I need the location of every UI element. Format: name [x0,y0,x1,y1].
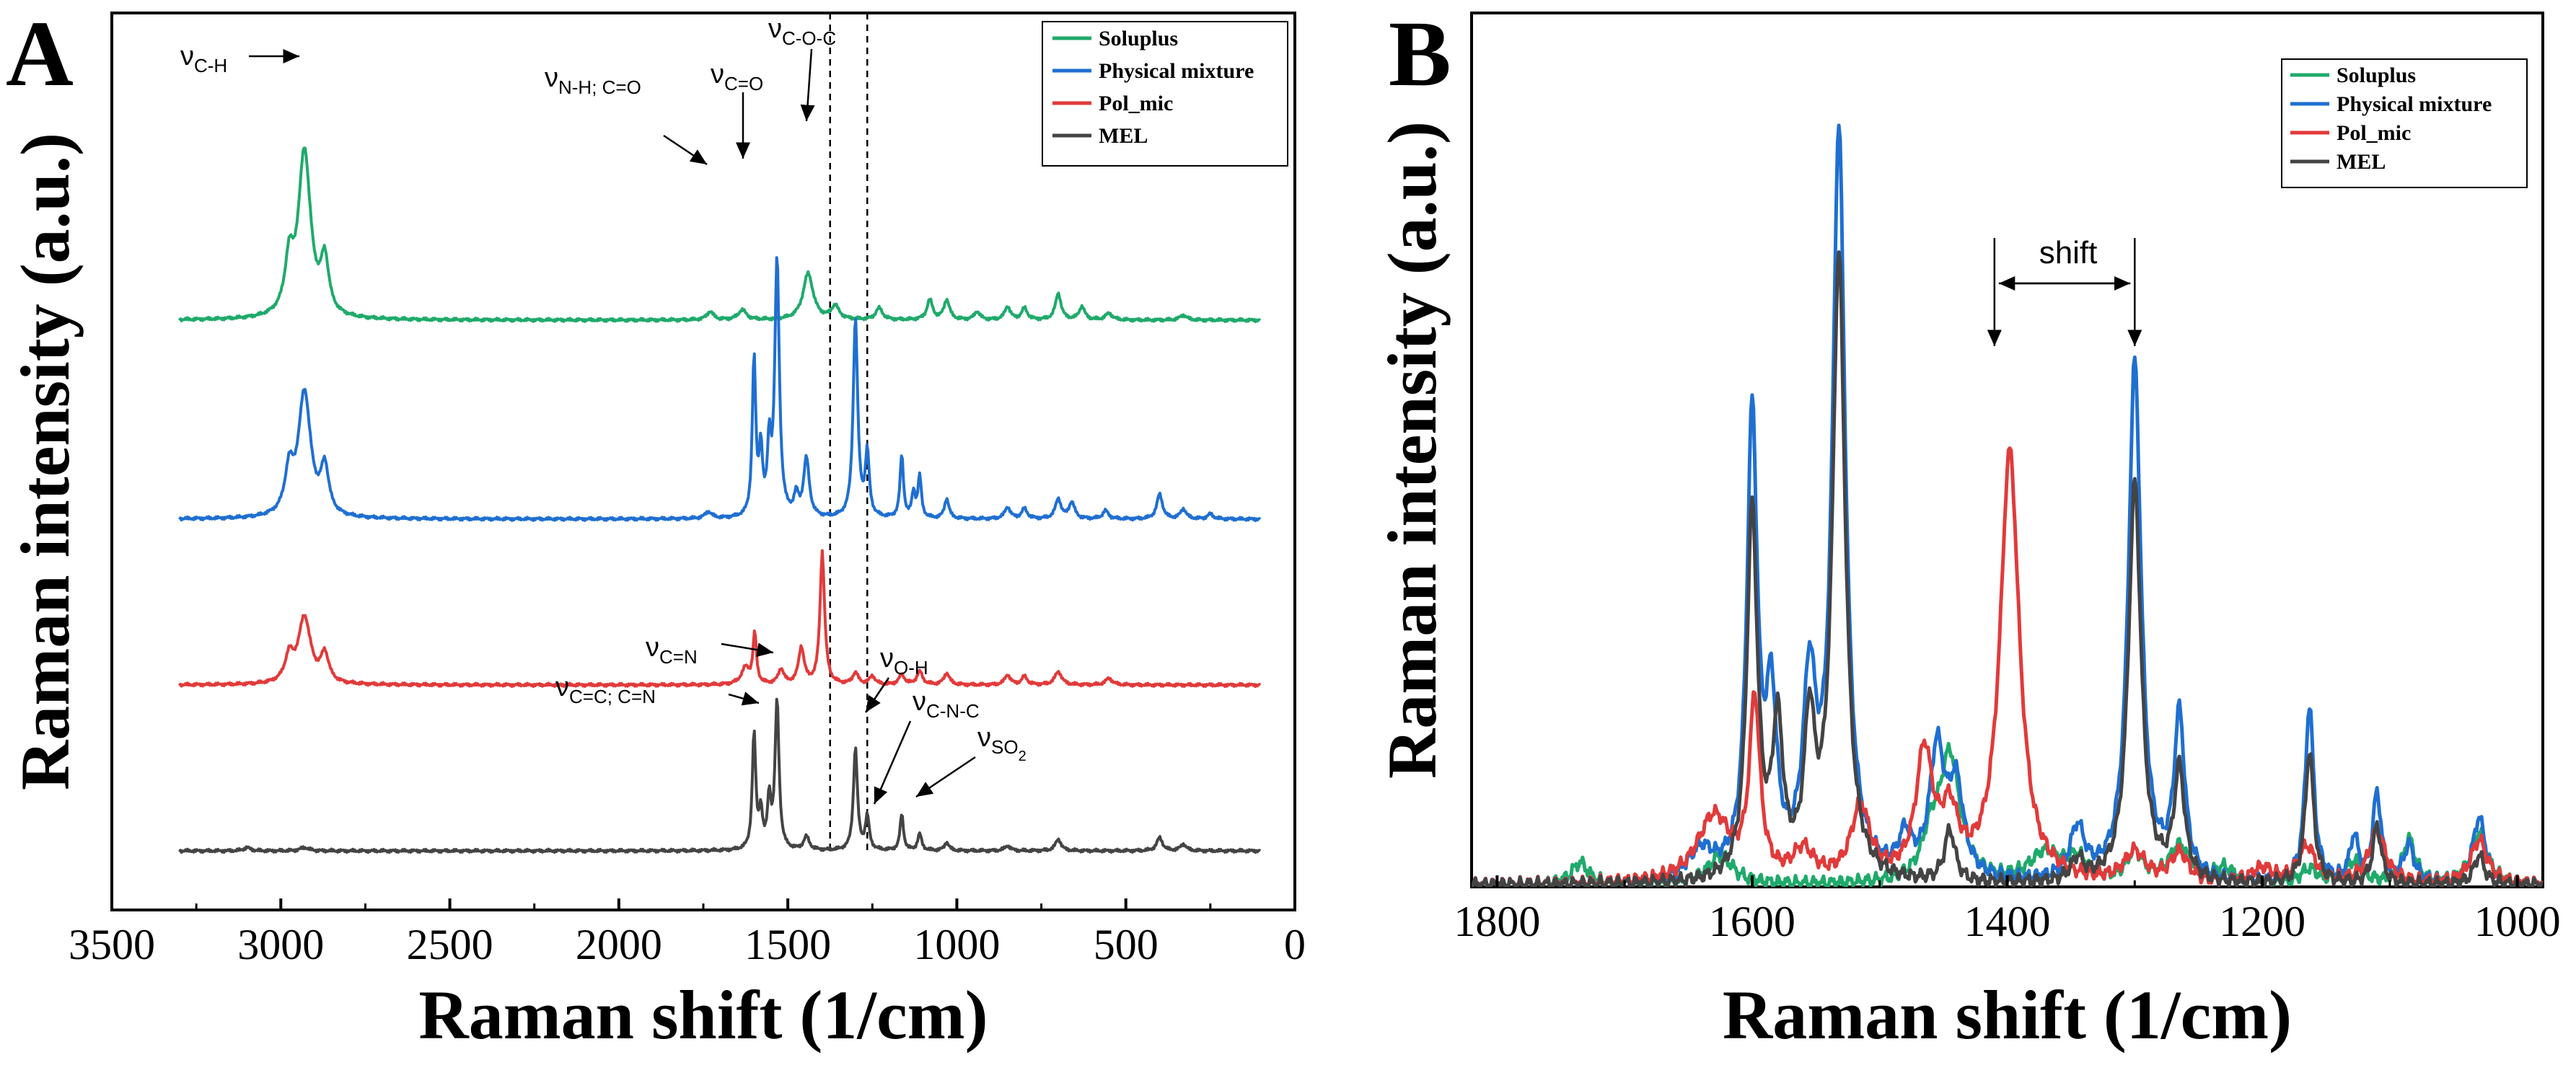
shift-label: shift [2039,235,2098,270]
x-tick-label-b-2: 1400 [1964,898,2051,945]
y-axis-title-a: Raman intensity (a.u.) [6,133,84,790]
panel-letter-b: B [1389,2,1451,106]
y-axis-title-b: Raman intensity (a.u.) [1373,121,1451,779]
x-tick-label-a-3: 2000 [576,921,662,968]
annotation-nu: ν [180,41,194,71]
panel-a: 3500 3000 2500 2000 1500 1000 500 0 Raman shift … [6,2,1306,1053]
annotation-a-8: νSO2 [977,722,1027,764]
annotation-subscript: C=N [659,646,698,668]
series-a-mel [178,697,1262,854]
series-b-mel [1472,250,2543,887]
x-tick-label-a-7: 0 [1284,921,1306,968]
annotation-arrow-a-7 [873,720,912,805]
series-group-b [1472,123,2543,887]
legend-label-a-3: MEL [1099,124,1148,148]
annotation-subscript-2: 2 [1019,748,1027,764]
annotation-nu: ν [711,59,724,89]
legend-box-b [2281,58,2528,188]
annotation-subscript: C-O-C [782,27,836,49]
annotation-subscript: C-N-C [926,700,980,722]
x-axis-title-b: Raman shift (1/cm) [1723,976,2292,1053]
series-a-pol-mic [178,549,1262,689]
annotation-subscript: C=O [724,73,763,94]
x-tick-label-a-5: 1000 [913,921,1000,968]
legend-label-b-2: Pol_mic [2337,121,2411,145]
annotation-arrow-a-1 [663,134,708,166]
annotation-nu: ν [880,643,894,673]
annotation-nu: ν [646,632,659,663]
x-tick-label-a-0: 3500 [69,921,155,968]
annotation-arrow-a-3 [800,48,815,122]
x-tick-label-a-6: 500 [1094,921,1159,968]
series-a-soluplus [178,146,1262,324]
annotation-a-2: νC=O [711,59,763,94]
legend-label-b-3: MEL [2337,150,2386,174]
panel-b: 1800 1600 1400 1200 1000 Raman shift (1/cm) Ra… [1373,2,2561,1053]
x-axis-title-a: Raman shift (1/cm) [418,976,988,1053]
annotation-nu: ν [977,722,991,753]
annotation-nu: ν [555,672,569,702]
x-tick-label-b-0: 1800 [1454,898,1540,945]
legend-label-a-2: Pol_mic [1099,92,1173,115]
annotation-nu: ν [545,63,558,93]
annotation-subscript: N-H; C=O [558,76,641,98]
legend-label-b-1: Physical mixture [2337,92,2492,116]
panel-letter-a: A [6,2,74,106]
annotation-nu: ν [913,686,926,717]
annotation-a-1: νN-H; C=O [545,63,641,98]
x-tick-label-a-2: 2500 [407,921,493,968]
annotation-a-7: νC-N-C [913,686,980,722]
legend-label-a-1: Physical mixture [1099,59,1254,83]
annotation-subscript: C-H [194,55,227,76]
x-tick-label-b-3: 1200 [2219,898,2305,945]
annotation-a-0: νC-H [180,41,227,76]
series-b-soluplus [1472,741,2543,887]
x-tick-label-b-1: 1600 [1709,898,1795,945]
legend-label-a-0: Soluplus [1099,27,1178,50]
legend-label-b-0: Soluplus [2337,63,2416,87]
annotation-arrow-a-5 [728,691,760,706]
annotation-arrow-a-4 [721,642,774,658]
annotation-a-3: νC-O-C [768,14,836,49]
annotation-a-6: νO-H [880,643,928,679]
legend-box-a [1042,21,1288,167]
annotation-subscript: C=C; C=N [569,686,656,707]
annotation-a-4: νC=N [646,632,698,668]
annotation-subscript: O-H [894,657,928,679]
x-tick-label-b-4: 1000 [2474,898,2561,945]
annotation-arrow-a-8 [915,756,976,798]
x-tick-label-a-4: 1500 [744,921,831,968]
annotation-arrow-a-6 [864,677,890,713]
annotation-a-5: νC=C; C=N [555,672,656,707]
x-tick-label-a-1: 3000 [237,921,324,968]
annotation-nu: ν [768,14,782,44]
annotation-subscript: SO [991,736,1019,758]
series-a-physical-mixture [178,256,1262,522]
